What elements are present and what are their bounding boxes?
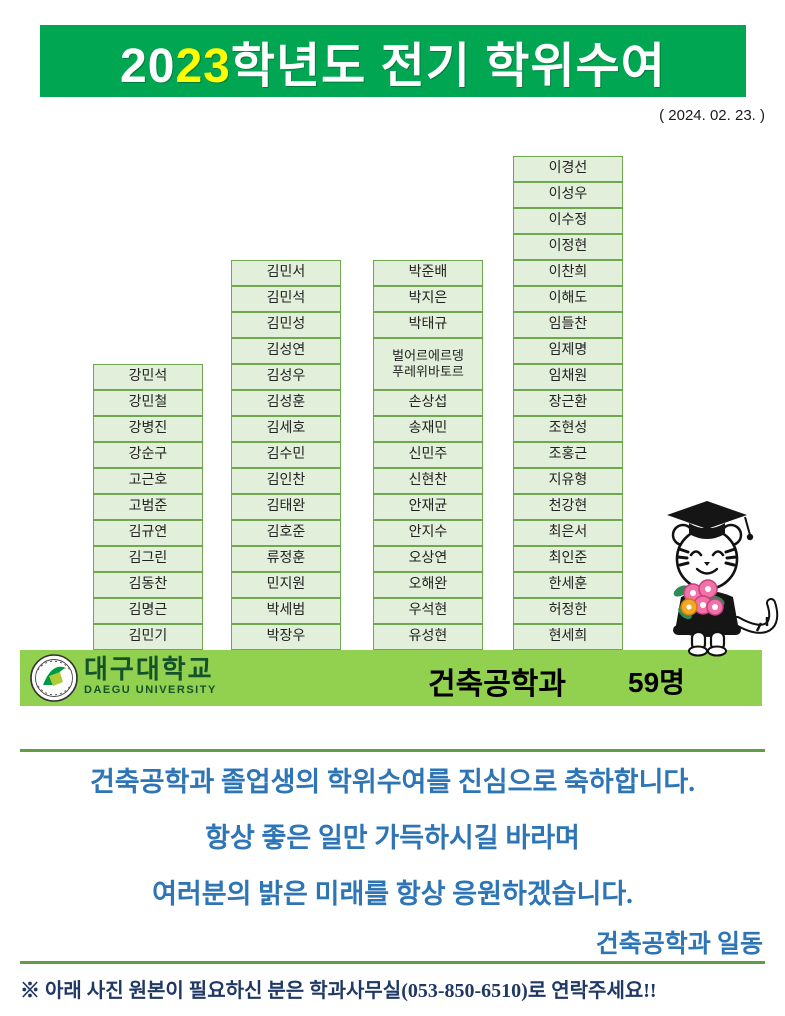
page-title: 2023학년도 전기 학위수여 bbox=[120, 40, 666, 93]
graduate-name-cell: 현세희 bbox=[513, 624, 623, 650]
message-line-1: 건축공학과 졸업생의 학위수여를 진심으로 축하합니다. bbox=[89, 767, 696, 797]
university-name-block: 대구대학교 DAEGU UNIVERSITY bbox=[84, 656, 217, 696]
message-signoff: 건축공학과 일동 bbox=[595, 931, 763, 958]
graduate-name-cell: 김명근 bbox=[93, 598, 203, 624]
graduate-name-cell: 이정현 bbox=[513, 234, 623, 260]
graduate-name-cell: 강민철 bbox=[93, 390, 203, 416]
graduate-name-cell: 김세호 bbox=[231, 416, 341, 442]
graduate-name-cell: 송재민 bbox=[373, 416, 483, 442]
graduate-name-cell: 허정한 bbox=[513, 598, 623, 624]
graduate-name-cell: 안재균 bbox=[373, 494, 483, 520]
graduate-name-cell: 신현찬 bbox=[373, 468, 483, 494]
graduate-name-cell: 임들찬 bbox=[513, 312, 623, 338]
graduate-name-cell: 박준배 bbox=[373, 260, 483, 286]
graduate-name-cell: 박세범 bbox=[231, 598, 341, 624]
message-line-2: 항상 좋은 일만 가득하시길 바라며 bbox=[205, 823, 580, 853]
graduate-name-cell: 김성우 bbox=[231, 364, 341, 390]
name-column-4: 이경선 이성우 이수정 이정현 이찬희 이해도 임들찬 임제명 임채원 장근환 조현성 조홍근 지유형 천… bbox=[513, 156, 623, 650]
tiger-graduate-mascot-icon bbox=[645, 495, 780, 657]
graduate-name-cell: 이해도 bbox=[513, 286, 623, 312]
graduate-name-cell: 박지은 bbox=[373, 286, 483, 312]
graduate-name-cell: 박태규 bbox=[373, 312, 483, 338]
graduate-name-cell: 이경선 bbox=[513, 156, 623, 182]
header-banner: 2023학년도 전기 학위수여 bbox=[40, 25, 746, 97]
graduate-name-cell: 이수정 bbox=[513, 208, 623, 234]
name-column-2: 김민서 김민석 김민성 김성연 김성우 김성훈 김세호 김수민 김인찬 김태완 김호준 류정훈 민지원 박… bbox=[231, 260, 341, 650]
contact-note: ※ 아래 사진 원본이 필요하신 분은 학과사무실(053-850-6510)로… bbox=[20, 980, 657, 1002]
graduate-name-cell: 임제명 bbox=[513, 338, 623, 364]
graduate-count: 59명 bbox=[628, 667, 685, 698]
daegu-university-emblem-icon bbox=[30, 654, 78, 702]
graduate-name-cell: 김태완 bbox=[231, 494, 341, 520]
title-year-highlight: 23 bbox=[175, 40, 231, 93]
name-column-1: 강민석 강민철 강병진 강순구 고근호 고범준 김규연 김그린 김동찬 김명근 김민기 bbox=[93, 364, 203, 650]
graduate-name-cell: 민지원 bbox=[231, 572, 341, 598]
graduate-name-cell: 손상섭 bbox=[373, 390, 483, 416]
graduate-name-cell: 조홍근 bbox=[513, 442, 623, 468]
department-bar: 대구대학교 DAEGU UNIVERSITY 건축공학과 59명 bbox=[20, 650, 762, 706]
graduate-name-cell: 지유형 bbox=[513, 468, 623, 494]
graduate-name-cell: 박장우 bbox=[231, 624, 341, 650]
graduate-name-cell: 안지수 bbox=[373, 520, 483, 546]
graduate-name-cell: 벌어르에르뎅 푸레위바토르 bbox=[373, 338, 483, 390]
graduate-name-cell: 오해완 bbox=[373, 572, 483, 598]
graduate-name-cell: 김인찬 bbox=[231, 468, 341, 494]
graduate-name-cell: 김민기 bbox=[93, 624, 203, 650]
graduate-name-cell: 김동찬 bbox=[93, 572, 203, 598]
graduate-name-cell: 이찬희 bbox=[513, 260, 623, 286]
graduate-name-cell: 김성연 bbox=[231, 338, 341, 364]
graduate-name-cell: 이성우 bbox=[513, 182, 623, 208]
department-name: 건축공학과 bbox=[428, 668, 566, 701]
graduate-name-cell: 천강현 bbox=[513, 494, 623, 520]
graduate-name-cell: 고범준 bbox=[93, 494, 203, 520]
graduate-name-cell: 김민서 bbox=[231, 260, 341, 286]
graduate-name-cell: 신민주 bbox=[373, 442, 483, 468]
graduate-name-cell: 장근환 bbox=[513, 390, 623, 416]
divider-top bbox=[20, 749, 765, 752]
graduate-name-cell: 강순구 bbox=[93, 442, 203, 468]
ceremony-date: ( 2024. 02. 23. ) bbox=[659, 107, 765, 124]
graduate-name-cell: 최인준 bbox=[513, 546, 623, 572]
graduate-name-cell: 오상연 bbox=[373, 546, 483, 572]
university-name-english: DAEGU UNIVERSITY bbox=[84, 684, 217, 696]
graduate-name-cell: 김수민 bbox=[231, 442, 341, 468]
graduate-name-cell: 유성현 bbox=[373, 624, 483, 650]
graduate-name-cell: 강민석 bbox=[93, 364, 203, 390]
graduate-name-cell: 김호준 bbox=[231, 520, 341, 546]
graduate-name-cell: 우석현 bbox=[373, 598, 483, 624]
graduate-name-cell: 김민성 bbox=[231, 312, 341, 338]
graduate-name-cell: 김규연 bbox=[93, 520, 203, 546]
graduate-name-cell: 류정훈 bbox=[231, 546, 341, 572]
graduate-name-cell: 고근호 bbox=[93, 468, 203, 494]
name-column-3: 박준배 박지은 박태규 벌어르에르뎅 푸레위바토르 손상섭 송재민 신민주 신현찬 안재균 안지수… bbox=[373, 260, 483, 650]
graduate-name-cell: 조현성 bbox=[513, 416, 623, 442]
message-line-3: 여러분의 밝은 미래를 항상 응원하겠습니다. bbox=[152, 879, 633, 909]
graduate-name-cell: 김성훈 bbox=[231, 390, 341, 416]
graduate-name-cell: 한세훈 bbox=[513, 572, 623, 598]
graduate-name-cell: 최은서 bbox=[513, 520, 623, 546]
graduate-name-cell: 임채원 bbox=[513, 364, 623, 390]
graduate-name-cell: 강병진 bbox=[93, 416, 203, 442]
graduate-name-cell: 김민석 bbox=[231, 286, 341, 312]
university-name-korean: 대구대학교 bbox=[84, 654, 214, 684]
divider-bottom bbox=[20, 961, 765, 964]
graduate-name-cell: 김그린 bbox=[93, 546, 203, 572]
